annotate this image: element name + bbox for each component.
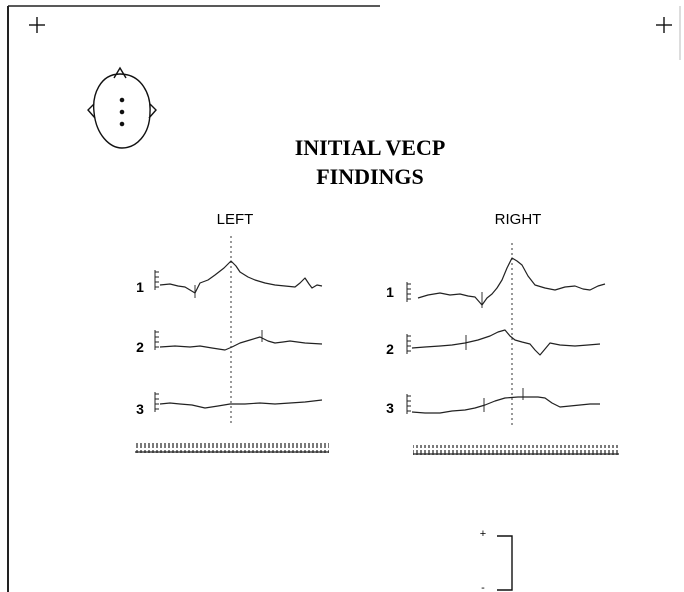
waveform (160, 258, 605, 413)
title: FINDINGS (316, 164, 424, 189)
column-label: LEFT (217, 211, 254, 228)
trace-number: 2 (386, 341, 394, 357)
trace-number: 2 (136, 339, 144, 355)
trace-number: 1 (386, 284, 394, 300)
column-label: RIGHT (495, 211, 542, 228)
figure: INITIAL VECP FINDINGS LEFT RIGHT 1 2 3 1… (0, 0, 684, 592)
frame (8, 6, 680, 592)
trace-number: 3 (136, 401, 144, 417)
calibration-label: - (481, 582, 485, 592)
crosshair (29, 17, 672, 33)
trace-number: 1 (136, 279, 144, 295)
trace-number: 3 (386, 400, 394, 416)
time-ruler (135, 443, 619, 455)
title: INITIAL VECP (295, 135, 446, 160)
peak-marker (195, 285, 523, 412)
head-icon (88, 68, 156, 148)
calibration-bracket (497, 536, 512, 590)
calibration-label: + (480, 528, 486, 540)
